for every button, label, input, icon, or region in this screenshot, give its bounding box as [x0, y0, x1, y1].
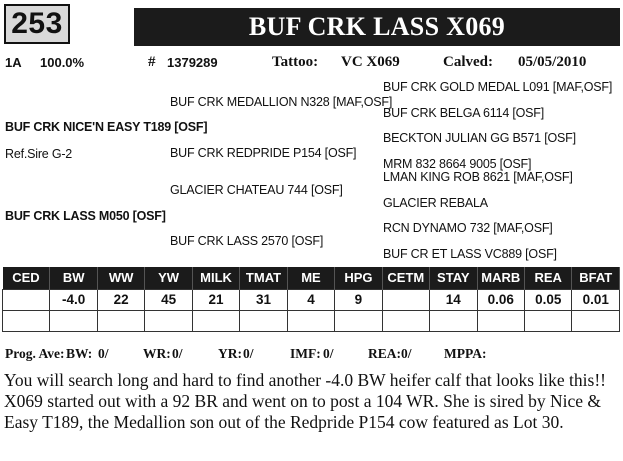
epd-header: MILK: [192, 267, 241, 289]
epd-accuracy: [523, 309, 573, 332]
epd-value: 22: [96, 288, 146, 311]
pedigree-dd-dam: BUF CR ET LASS VC889 [OSF]: [383, 247, 557, 261]
pedigree-ss-sire: BUF CRK GOLD MEDAL L091 [MAF,OSF]: [383, 80, 613, 94]
epd-header: CED: [2, 267, 51, 289]
pedigree-dam: BUF CRK LASS M050 [OSF]: [5, 209, 166, 223]
epd-accuracy: [334, 309, 383, 332]
progeny-label: Prog. Ave:: [5, 346, 65, 361]
pedigree-sire-dam: BUF CRK REDPRIDE P154 [OSF]: [170, 146, 357, 160]
epd-header: CETM: [382, 267, 431, 289]
epd-header: REA: [524, 267, 573, 289]
epd-accuracy: [191, 309, 241, 332]
epd-value: [381, 288, 431, 311]
pedigree-sd-sire: BECKTON JULIAN GG B571 [OSF]: [383, 131, 576, 145]
animal-name: BUF CRK LASS X069: [134, 8, 620, 46]
progeny-mppa-label: MPPA:: [444, 346, 487, 361]
calved-label: Calved:: [443, 54, 493, 70]
ref-sire: Ref.Sire G-2: [5, 147, 73, 161]
epd-value: 9: [334, 288, 383, 311]
epd-header-row: CED BW WW YW MILK TMAT ME HPG CETM STAY …: [2, 267, 620, 289]
epd-accuracy: [476, 309, 525, 332]
progeny-yr-value: 0/: [243, 346, 254, 361]
epd-value-row: -4.0 22 45 21 31 4 9 14 0.06 0.05 0.01: [1, 288, 620, 311]
pedigree-ds-sire: LMAN KING ROB 8621 [MAF,OSF]: [383, 170, 573, 184]
epd-accuracy: [96, 309, 146, 332]
pedigree-dam-dam: BUF CRK LASS 2570 [OSF]: [170, 234, 324, 248]
reg-number-label: #: [148, 54, 156, 70]
epd-value: 0.05: [523, 288, 573, 311]
lot-description: You will search long and hard to find an…: [4, 370, 606, 432]
progeny-imf-value: 0/: [323, 346, 334, 361]
pedigree-sire: BUF CRK NICE'N EASY T189 [OSF]: [5, 120, 208, 134]
epd-value: [1, 288, 51, 311]
progeny-imf-label: IMF:: [290, 346, 321, 361]
epd-accuracy: [286, 309, 336, 332]
epd-header: YW: [144, 267, 193, 289]
pedigree-ss-dam: BUF CRK BELGA 6114 [OSF]: [383, 106, 545, 120]
epd-value: 21: [191, 288, 241, 311]
progeny-rea-value: 0/: [401, 346, 412, 361]
epd-accuracy: [429, 309, 478, 332]
epd-header: WW: [97, 267, 146, 289]
epd-value: 31: [239, 288, 288, 311]
calved-date: 05/05/2010: [518, 54, 587, 70]
epd-value: -4.0: [49, 288, 98, 311]
epd-header: HPG: [334, 267, 383, 289]
reg-number: 1379289: [167, 55, 218, 70]
epd-header: BW: [49, 267, 98, 289]
pedigree-ds-dam: GLACIER REBALA: [383, 196, 488, 210]
epd-header: TMAT: [239, 267, 288, 289]
tattoo-label: Tattoo:: [272, 54, 319, 70]
epd-header: ME: [287, 267, 336, 289]
epd-header: STAY: [429, 267, 478, 289]
progeny-wr-value: 0/: [172, 346, 183, 361]
progeny-rea-label: REA:: [368, 346, 401, 361]
epd-accuracy: [144, 309, 193, 332]
progeny-yr-label: YR:: [218, 346, 242, 361]
epd-accuracy: [571, 309, 620, 332]
epd-value: 0.06: [476, 288, 525, 311]
progeny-wr-label: WR:: [143, 346, 171, 361]
epd-value: 45: [144, 288, 193, 311]
epd-accuracy-row: [1, 309, 620, 332]
percent-value: 100.0%: [40, 55, 85, 70]
lot-number: 253: [4, 4, 70, 44]
epd-value: 0.01: [571, 288, 620, 311]
pedigree-sd-dam: MRM 832 8664 9005 [OSF]: [383, 157, 532, 171]
epd-accuracy: [1, 309, 51, 332]
pedigree-dam-sire: GLACIER CHATEAU 744 [OSF]: [170, 183, 343, 197]
epd-accuracy: [381, 309, 431, 332]
progeny-bw-label: BW:: [66, 346, 93, 361]
tattoo-value: VC X069: [341, 54, 400, 70]
progeny-bw-value: 0/: [98, 346, 109, 361]
pedigree-dd-sire: RCN DYNAMO 732 [MAF,OSF]: [383, 221, 553, 235]
epd-accuracy: [239, 309, 288, 332]
epd-value: 14: [429, 288, 478, 311]
epd-header: BFAT: [571, 267, 620, 289]
registration-type: 1A: [5, 55, 22, 70]
epd-header: MARB: [477, 267, 525, 289]
epd-value: 4: [286, 288, 336, 311]
epd-accuracy: [49, 309, 98, 332]
pedigree-sire-sire: BUF CRK MEDALLION N328 [MAF,OSF]: [170, 95, 393, 109]
epd-table: CED BW WW YW MILK TMAT ME HPG CETM STAY …: [1, 267, 620, 332]
